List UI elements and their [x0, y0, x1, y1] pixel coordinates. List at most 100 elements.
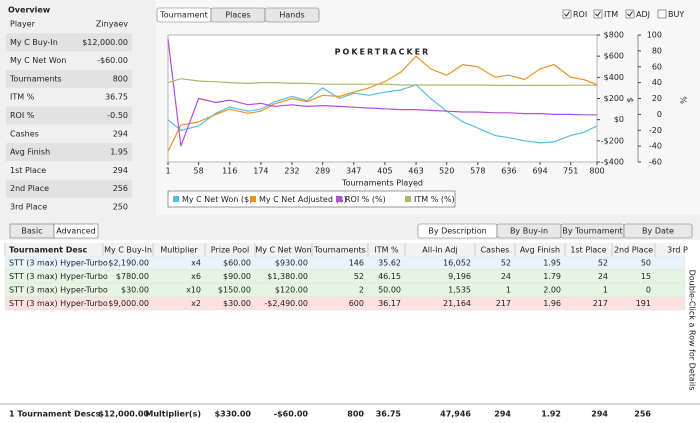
column-header[interactable]: Tournaments [313, 246, 366, 255]
watermark: POKERTRACKER [335, 48, 431, 57]
sort-button-label[interactable]: By Description [428, 227, 486, 236]
sort-button[interactable] [623, 223, 693, 239]
table-cell: -$2,490.00 [264, 299, 308, 308]
overview-value: $12,000.00 [82, 38, 128, 47]
x-tick-label: 289 [315, 167, 330, 176]
y2-tick-label: 0 [657, 110, 662, 119]
table-cell: 800 [347, 410, 364, 419]
table-cell: $780.00 [116, 272, 149, 281]
y-tick-label: $800 [604, 31, 624, 40]
checkbox[interactable] [657, 9, 667, 19]
legend [167, 190, 456, 208]
table-cell: 600 [349, 299, 364, 308]
table-cell: 2 [359, 286, 364, 295]
table-cell: 21,164 [443, 299, 471, 308]
column-header[interactable]: Cashes [481, 246, 510, 255]
table-cell: 1.96 [543, 299, 561, 308]
view-button[interactable] [53, 223, 99, 239]
column-header[interactable]: 2nd Place [614, 246, 653, 255]
column-header[interactable]: Prize Pool [211, 246, 249, 255]
table-cell: 191 [636, 299, 651, 308]
table-cell: STT (3 max) Hyper-Turbo [9, 299, 108, 308]
sort-button-label[interactable]: By Tournament [562, 227, 622, 236]
table-cell: 52 [598, 259, 608, 268]
checkmark [627, 11, 633, 17]
view-button-label[interactable]: Advanced [56, 227, 96, 236]
chart-tab-label[interactable]: Hands [279, 11, 304, 20]
column-header[interactable]: My C Buy-In [104, 246, 152, 255]
overview-label: 2nd Place [10, 184, 49, 193]
checkbox-label[interactable]: ITM [604, 10, 618, 19]
y-tick-label: -$400 [601, 158, 624, 167]
checkbox[interactable] [593, 9, 603, 19]
column-header[interactable]: Multiplier [160, 246, 198, 255]
overview-row-bg [6, 33, 132, 52]
column-header[interactable]: 1st Place [570, 246, 606, 255]
table-cell: $60.00 [223, 259, 251, 268]
y-tick-label: $600 [604, 52, 624, 61]
checkbox-label[interactable]: ROI [573, 10, 587, 19]
column-header[interactable]: Avg Finish [520, 246, 560, 255]
x-tick-label: 405 [377, 167, 392, 176]
x-tick-label: 347 [346, 167, 361, 176]
y2-tick-label: 80 [652, 46, 662, 55]
table-cell: -$60.00 [274, 410, 309, 419]
table-row[interactable] [4, 283, 686, 297]
table-row[interactable] [4, 269, 686, 284]
overview-label: 1st Place [10, 166, 46, 175]
x-tick-label: 174 [253, 167, 268, 176]
chart-tab[interactable] [264, 7, 320, 23]
legend-label: My C Net Won ($) [182, 195, 252, 204]
table-cell: 294 [494, 410, 511, 419]
chart-tab-label[interactable]: Tournament [159, 11, 208, 20]
y-tick-label: $200 [604, 94, 624, 103]
overview-value: -0.50 [107, 111, 128, 120]
table-cell: 1 [506, 286, 511, 295]
table-cell: 1.92 [541, 410, 561, 419]
column-header[interactable]: 3rd P [667, 246, 688, 255]
table-cell: 217 [496, 299, 511, 308]
checkbox-label[interactable]: ADJ [636, 10, 650, 19]
checkbox-label[interactable]: BUY [668, 10, 684, 19]
table-cell: 256 [634, 410, 651, 419]
table-cell: x4 [191, 259, 201, 268]
table-cell: 50.00 [378, 286, 401, 295]
y-tick-label: $400 [604, 73, 624, 82]
table-row[interactable] [4, 256, 686, 270]
overview-title: Overview [8, 6, 51, 15]
table-cell: 9,196 [448, 272, 471, 281]
legend-label: My C Net Adjusted ($) [259, 195, 347, 204]
x-tick-label: 636 [501, 167, 516, 176]
table-cell: $150.00 [218, 286, 251, 295]
table-cell: $12,000.00 [98, 410, 149, 419]
table-cell: 52 [354, 272, 364, 281]
table-cell: $2,190.00 [108, 259, 149, 268]
table-cell: $930.00 [275, 259, 308, 268]
table-cell: 1.79 [543, 272, 561, 281]
y-tick-label: -$200 [601, 136, 624, 145]
table-row[interactable] [4, 296, 686, 311]
checkmark [595, 11, 601, 17]
y2-tick-label: 40 [652, 78, 662, 87]
table-cell: 36.75 [376, 410, 402, 419]
column-header[interactable]: ITM % [374, 246, 399, 255]
column-header[interactable]: My C Net Won [255, 246, 311, 255]
y2-tick-label: -20 [649, 126, 662, 135]
side-note: Double-Click a Row for Details [688, 270, 697, 391]
view-button-label[interactable]: Basic [21, 227, 42, 236]
x-tick-label: 578 [470, 167, 485, 176]
sort-button-label[interactable]: By Buy-in [510, 227, 548, 236]
checkbox[interactable] [625, 9, 635, 19]
overview-value: -$60.00 [97, 56, 128, 65]
table-cell: STT (3 max) Hyper-Turbo [9, 259, 108, 268]
table-cell: 52 [501, 259, 511, 268]
chart-tab-label[interactable]: Places [225, 11, 250, 20]
table-cell: 36.17 [378, 299, 401, 308]
column-header[interactable]: Tournament Desc [9, 246, 88, 255]
column-header[interactable]: All-In Adj [422, 246, 457, 255]
overview-label: Avg Finish [10, 148, 50, 157]
y2-tick-label: -60 [649, 158, 662, 167]
checkbox[interactable] [562, 9, 572, 19]
overview-value: 294 [113, 166, 128, 175]
sort-button-label[interactable]: By Date [642, 227, 674, 236]
